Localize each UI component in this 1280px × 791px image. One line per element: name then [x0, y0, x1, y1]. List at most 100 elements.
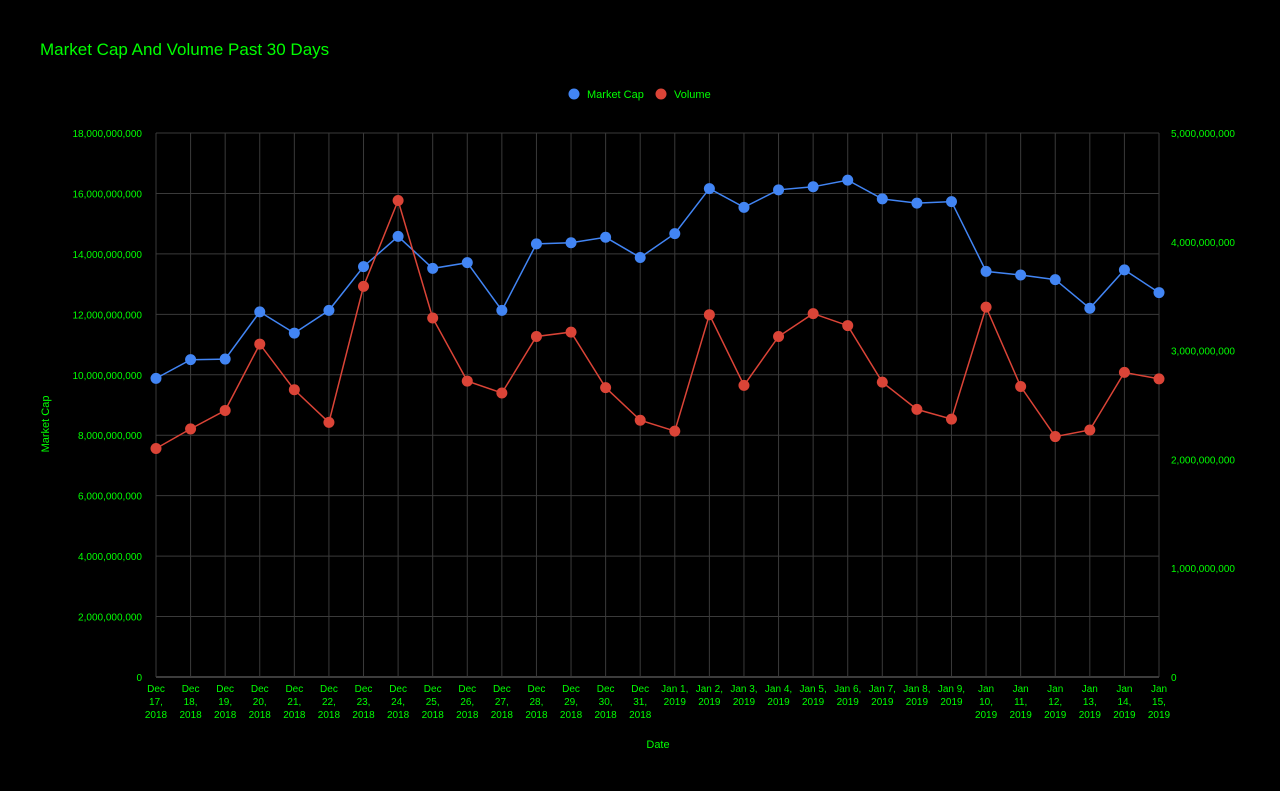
- y-tick-label-right: 5,000,000,000: [1171, 129, 1235, 140]
- y-tick-label-left: 10,000,000,000: [72, 371, 142, 382]
- data-point-volume: [1084, 424, 1096, 436]
- y-tick-label-right: 4,000,000,000: [1171, 238, 1235, 249]
- data-point-volume: [392, 194, 404, 206]
- x-tick-label: Dec 25, 2018: [422, 684, 445, 721]
- x-tick-label: Dec 27, 2018: [491, 684, 514, 721]
- x-tick-label: Dec 31, 2018: [629, 684, 652, 721]
- y-axis-right-ticks: 0 1,000,000,000 2,000,000,000 3,000,000,000…: [1171, 129, 1235, 684]
- x-tick-label: Jan 4, 2019: [765, 684, 792, 708]
- y-tick-label-left: 4,000,000,000: [78, 552, 142, 563]
- legend-label-market-cap: Market Cap: [587, 89, 644, 101]
- y-axis-title: Market Cap: [40, 396, 52, 453]
- data-point-market-cap: [565, 237, 577, 249]
- x-tick-label: Jan 8, 2019: [903, 684, 930, 708]
- x-tick-label: Jan 12, 2019: [1044, 684, 1067, 721]
- data-point-volume: [496, 387, 508, 399]
- data-point-market-cap: [911, 197, 923, 209]
- legend-marker-market-cap: [568, 88, 580, 100]
- data-point-market-cap: [945, 196, 957, 208]
- y-tick-label-left: 12,000,000,000: [72, 310, 142, 321]
- data-point-market-cap: [980, 265, 992, 277]
- data-point-market-cap: [669, 228, 681, 240]
- data-point-volume: [530, 330, 542, 342]
- x-axis-ticks: Dec 17, 2018 Dec 18, 2018 Dec 19, 2018 Dec 20, 2018…: [145, 684, 1171, 721]
- x-axis-title: Date: [646, 739, 669, 751]
- data-point-market-cap: [738, 201, 750, 213]
- data-point-volume: [427, 312, 439, 324]
- data-point-market-cap: [1084, 302, 1096, 314]
- data-point-market-cap: [427, 262, 439, 274]
- x-tick-label: Jan 14, 2019: [1113, 684, 1136, 721]
- data-point-volume: [1118, 366, 1130, 378]
- series-line-volume: [155, 198, 1160, 450]
- x-tick-label: Jan 11, 2019: [1010, 684, 1033, 721]
- data-point-market-cap: [876, 193, 888, 205]
- x-tick-label: Jan 3, 2019: [730, 684, 757, 708]
- data-point-volume: [150, 443, 162, 455]
- data-point-volume: [288, 384, 300, 396]
- x-tick-label: Jan 1, 2019: [661, 684, 688, 708]
- data-point-market-cap: [1049, 274, 1061, 286]
- x-tick-label: Dec 20, 2018: [249, 684, 272, 721]
- data-point-market-cap: [634, 252, 646, 264]
- data-point-volume: [876, 376, 888, 388]
- data-point-market-cap: [1118, 264, 1130, 276]
- data-point-market-cap: [219, 353, 231, 365]
- x-tick-label: Dec 23, 2018: [352, 684, 375, 721]
- data-point-volume: [980, 301, 992, 313]
- y-tick-label-left: 2,000,000,000: [78, 613, 142, 624]
- data-point-market-cap: [703, 183, 715, 195]
- data-point-volume: [600, 382, 612, 394]
- x-tick-label: Jan 2, 2019: [696, 684, 723, 708]
- data-point-volume: [842, 320, 854, 332]
- data-point-volume: [634, 414, 646, 426]
- y-tick-label-left: 14,000,000,000: [72, 250, 142, 261]
- data-point-market-cap: [807, 181, 819, 193]
- data-point-market-cap: [530, 238, 542, 250]
- data-point-market-cap: [496, 304, 508, 316]
- y-tick-label-right: 2,000,000,000: [1171, 455, 1235, 466]
- data-point-volume: [703, 309, 715, 321]
- legend-marker-volume: [655, 88, 667, 100]
- data-point-volume: [1049, 431, 1061, 443]
- data-point-volume: [807, 308, 819, 320]
- series-market-cap: [150, 174, 1165, 384]
- data-point-market-cap: [461, 257, 473, 269]
- data-point-volume: [358, 280, 370, 292]
- x-tick-label: Dec 22, 2018: [318, 684, 341, 721]
- data-point-volume: [219, 404, 231, 416]
- chart-title: Market Cap And Volume Past 30 Days: [40, 40, 330, 59]
- series-line-market-cap: [155, 179, 1160, 380]
- x-tick-label: Dec 28, 2018: [525, 684, 548, 721]
- y-axis-left-ticks: 0 2,000,000,000 4,000,000,000 6,000,000,000…: [72, 129, 142, 684]
- legend-label-volume: Volume: [674, 89, 711, 101]
- x-tick-label: Dec 21, 2018: [283, 684, 306, 721]
- data-point-market-cap: [358, 261, 370, 273]
- data-point-market-cap: [842, 174, 854, 186]
- x-tick-label: Dec 29, 2018: [560, 684, 583, 721]
- x-tick-label: Dec 30, 2018: [594, 684, 617, 721]
- grid-layer: [155, 132, 1160, 678]
- data-point-market-cap: [1015, 269, 1027, 281]
- data-point-market-cap: [392, 230, 404, 242]
- x-tick-label: Dec 18, 2018: [179, 684, 202, 721]
- y-tick-label-left: 18,000,000,000: [72, 129, 142, 140]
- data-point-volume: [911, 403, 923, 415]
- y-tick-label-left: 16,000,000,000: [72, 189, 142, 200]
- y-tick-label-left: 8,000,000,000: [78, 431, 142, 442]
- data-point-volume: [185, 423, 197, 435]
- data-point-market-cap: [150, 372, 162, 384]
- x-tick-label: Dec 19, 2018: [214, 684, 237, 721]
- data-point-market-cap: [323, 304, 335, 316]
- data-point-volume: [1153, 373, 1165, 385]
- data-point-market-cap: [1153, 287, 1165, 299]
- data-point-volume: [565, 326, 577, 338]
- data-point-market-cap: [288, 327, 300, 339]
- data-point-volume: [773, 330, 785, 342]
- x-tick-label: Jan 5, 2019: [800, 684, 827, 708]
- y-tick-label-right: 3,000,000,000: [1171, 347, 1235, 358]
- x-tick-label: Jan 15, 2019: [1148, 684, 1171, 721]
- data-point-volume: [461, 375, 473, 387]
- x-tick-label: Jan 9, 2019: [938, 684, 965, 708]
